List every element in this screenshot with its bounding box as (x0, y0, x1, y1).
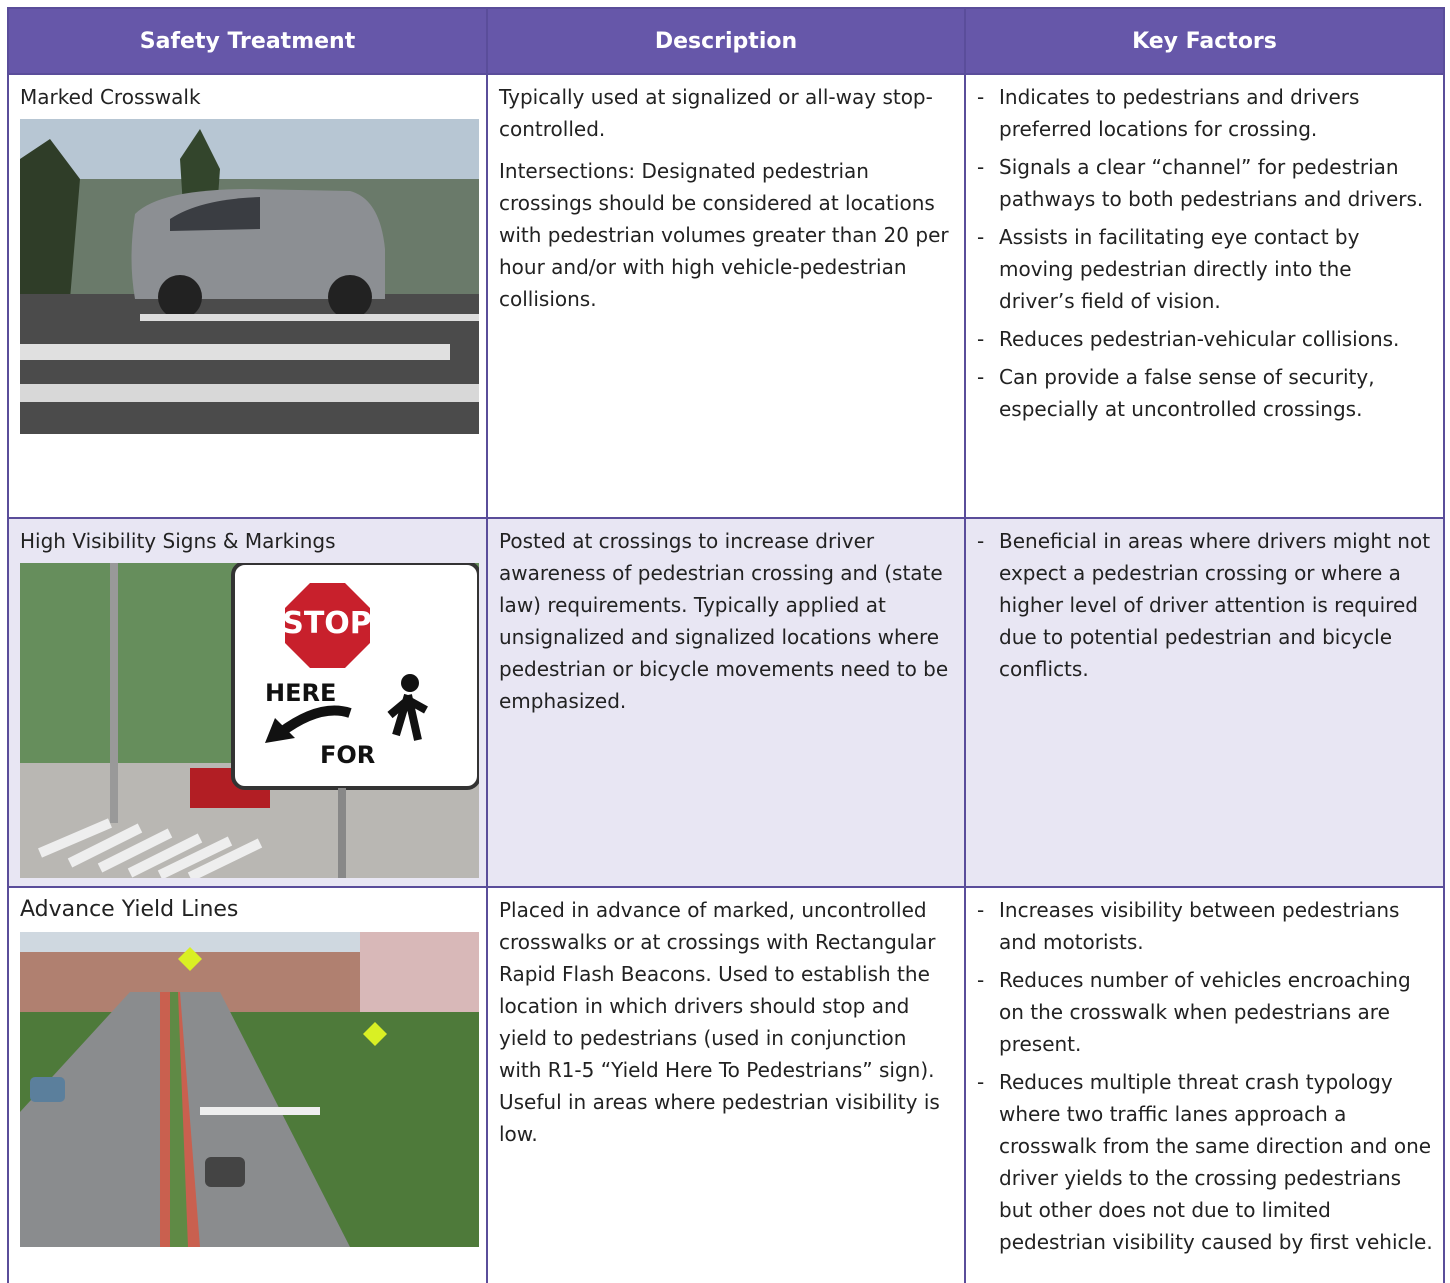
treatment: Advance Yield Lines (20, 897, 239, 922)
key-factor: Beneficial in areas where drivers might … (977, 525, 1433, 685)
table-row: High Visibility Signs & Markings STOP HE… (9, 517, 1443, 886)
description: Placed in advance of marked, uncontrolle… (499, 898, 940, 1146)
description: Typically used at signalized or all-way … (499, 85, 933, 141)
cell: Advance Yield Lines (9, 888, 488, 1283)
treatment: High Visibility Signs & Markings (20, 529, 336, 553)
header-cell: Safety Treatment (9, 9, 488, 73)
factor-list: Indicates to pedestrians and drivers pre… (977, 81, 1433, 425)
key-factor: Reduces pedestrian-vehicular collisions. (977, 323, 1433, 355)
photo: STOP HERE FOR (20, 563, 479, 878)
cell: Posted at crossings to increase driver a… (488, 519, 966, 886)
treatment: Marked Crosswalk (20, 85, 201, 109)
photo (20, 932, 479, 1247)
factor-list: Beneficial in areas where drivers might … (977, 525, 1433, 685)
key-factor: Assists in facilitating eye contact by m… (977, 221, 1433, 317)
svg-text:FOR: FOR (320, 741, 375, 769)
cell: Indicates to pedestrians and drivers pre… (966, 75, 1443, 517)
cell: Marked Crosswalk (9, 75, 488, 517)
cell: Increases visibility between pedestrians… (966, 888, 1443, 1283)
header-cell: Key Factors (966, 9, 1443, 73)
key-factor: Reduces multiple threat crash typology w… (977, 1066, 1433, 1258)
photo (20, 119, 479, 434)
description: Posted at crossings to increase driver a… (499, 529, 949, 713)
table-row: Advance Yield Lines Placed in advance of… (9, 886, 1443, 1283)
svg-text:STOP: STOP (282, 606, 372, 641)
cell: Placed in advance of marked, uncontrolle… (488, 888, 966, 1283)
cell: Typically used at signalized or all-way … (488, 75, 966, 517)
table: Safety Treatment Description Key Factors… (7, 7, 1445, 1283)
key-factor: Increases visibility between pedestrians… (977, 894, 1433, 958)
table-row: Marked Crosswalk Typically used at signa… (9, 73, 1443, 517)
key-factor: Reduces number of vehicles encroaching o… (977, 964, 1433, 1060)
key-factor: Can provide a false sense of security, e… (977, 361, 1433, 425)
description: Intersections: Designated pedestrian cro… (499, 159, 949, 311)
factor-list: Increases visibility between pedestrians… (977, 894, 1433, 1258)
svg-text:HERE: HERE (265, 679, 336, 707)
cell: High Visibility Signs & Markings STOP HE… (9, 519, 488, 886)
header-cell: Description (488, 9, 966, 73)
key-factor: Indicates to pedestrians and drivers pre… (977, 81, 1433, 145)
cell: Beneficial in areas where drivers might … (966, 519, 1443, 886)
key-factor: Signals a clear “channel” for pedestrian… (977, 151, 1433, 215)
